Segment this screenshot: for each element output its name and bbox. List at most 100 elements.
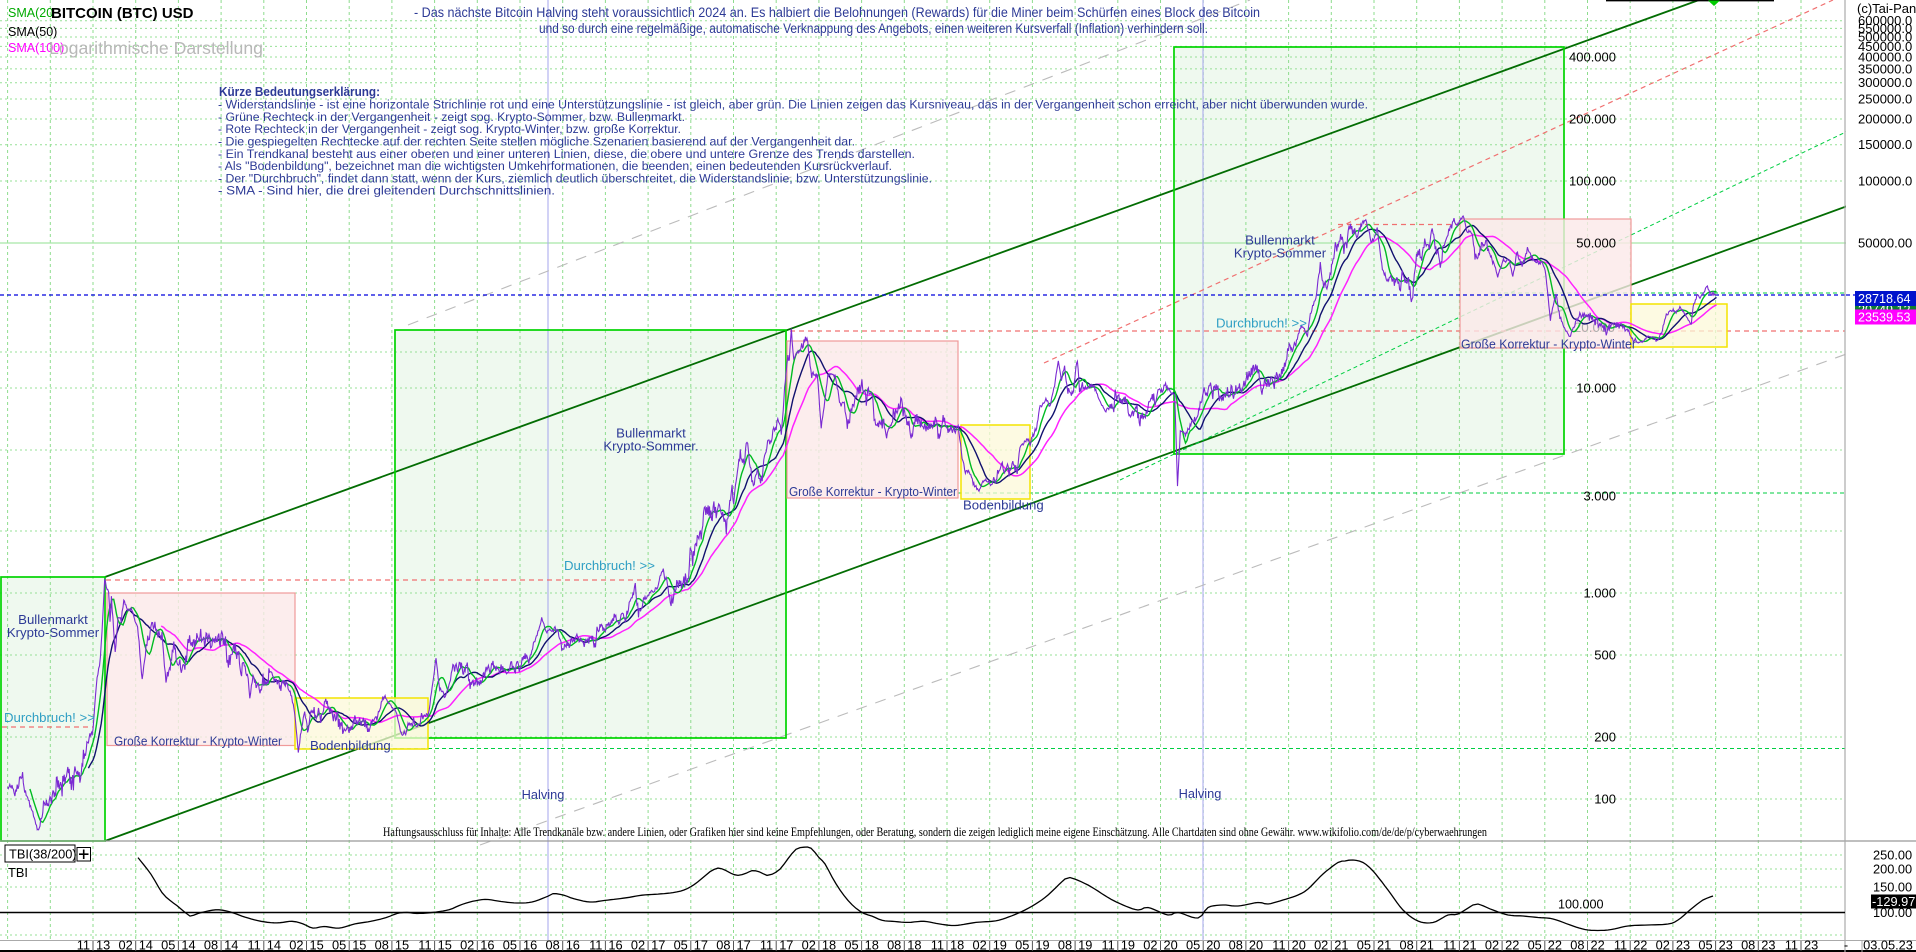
svg-text:- Widerstandslinie - ist eine: - Widerstandslinie - ist eine horizontal…	[218, 98, 1368, 112]
svg-text:600000.0: 600000.0	[1858, 13, 1912, 28]
svg-text:- Die gespiegelten Rechtecke a: - Die gespiegelten Rechtecke auf der rec…	[218, 135, 855, 149]
svg-text:- Rote Rechteck in der Vergang: - Rote Rechteck in der Vergangenheit - z…	[218, 122, 681, 136]
svg-text:100.00: 100.00	[1873, 905, 1912, 920]
svg-text:100000.0: 100000.0	[1858, 174, 1912, 189]
svg-text:500000.0: 500000.0	[1858, 30, 1912, 45]
svg-text:02: 02	[1656, 938, 1670, 952]
svg-text:3.000: 3.000	[1583, 488, 1616, 503]
svg-text:21: 21	[1420, 938, 1434, 952]
svg-text:250.00: 250.00	[1873, 848, 1912, 863]
svg-text:Halving: Halving	[522, 787, 565, 802]
svg-text:21: 21	[1334, 938, 1348, 952]
svg-text:05: 05	[674, 938, 688, 952]
svg-text:15: 15	[395, 938, 409, 952]
svg-text:08: 08	[204, 938, 218, 952]
svg-text:18: 18	[865, 938, 879, 952]
svg-text:- SMA - Sind hier, die drei gl: - SMA - Sind hier, die drei gleitenden D…	[218, 184, 555, 198]
svg-text:200.00: 200.00	[1873, 862, 1912, 877]
svg-text:16: 16	[523, 938, 537, 952]
svg-text:02: 02	[631, 938, 645, 952]
svg-text:16: 16	[566, 938, 580, 952]
svg-text:05: 05	[1698, 938, 1712, 952]
svg-text:05: 05	[844, 938, 858, 952]
svg-text:10.000: 10.000	[1576, 381, 1616, 396]
svg-text:05: 05	[1186, 938, 1200, 952]
svg-text:23: 23	[1761, 938, 1775, 952]
svg-text:Durchbruch! >>: Durchbruch! >>	[4, 710, 95, 725]
svg-text:- Der "Durchbruch", findet dan: - Der "Durchbruch", findet dann statt, w…	[218, 171, 932, 185]
svg-text:02: 02	[1143, 938, 1157, 952]
svg-text:14: 14	[181, 938, 195, 952]
svg-text:Kürze Bedeutungserklärung:: Kürze Bedeutungserklärung:	[219, 84, 380, 99]
svg-text:SMA(100): SMA(100)	[8, 41, 64, 55]
svg-text:50.000: 50.000	[1576, 236, 1616, 251]
svg-text:02: 02	[1314, 938, 1328, 952]
svg-text:17: 17	[651, 938, 665, 952]
svg-text:03.05.23: 03.05.23	[1863, 938, 1913, 952]
svg-text:19: 19	[1035, 938, 1049, 952]
svg-text:TBI(38/200): TBI(38/200)	[9, 847, 77, 862]
svg-text:02: 02	[972, 938, 986, 952]
svg-text:Krypto-Sommer: Krypto-Sommer	[7, 625, 100, 640]
svg-text:Bullenmarkt: Bullenmarkt	[1245, 233, 1315, 248]
svg-text:18: 18	[950, 938, 964, 952]
svg-text:100: 100	[1594, 792, 1616, 807]
svg-text:250000.0: 250000.0	[1858, 92, 1912, 107]
svg-text:100.000: 100.000	[1558, 898, 1604, 912]
svg-text:11: 11	[1102, 938, 1115, 952]
svg-text:05: 05	[1528, 938, 1542, 952]
svg-text:08: 08	[375, 938, 389, 952]
svg-text:18: 18	[907, 938, 921, 952]
svg-text:BITCOIN (BTC) USD: BITCOIN (BTC) USD	[51, 5, 194, 22]
svg-text:08: 08	[887, 938, 901, 952]
svg-text:1.000: 1.000	[1583, 586, 1616, 601]
svg-text:TBI: TBI	[8, 865, 28, 880]
svg-text:02: 02	[802, 938, 816, 952]
svg-text:17: 17	[694, 938, 708, 952]
svg-text:Logarithmische Darstellung: Logarithmische Darstellung	[49, 38, 263, 58]
svg-text:02: 02	[1485, 938, 1499, 952]
svg-text:05: 05	[332, 938, 346, 952]
svg-text:08: 08	[545, 938, 559, 952]
svg-text:02: 02	[118, 938, 132, 952]
svg-text:150000.0: 150000.0	[1858, 137, 1912, 152]
svg-text:19: 19	[1121, 938, 1135, 952]
svg-text:400.000: 400.000	[1569, 50, 1616, 65]
svg-text:- Als "Bodenbildung", bezeichn: - Als "Bodenbildung", bezeichnet man die…	[218, 159, 892, 173]
svg-text:Durchbruch! >>: Durchbruch! >>	[564, 558, 655, 573]
svg-text:20: 20	[1249, 938, 1263, 952]
svg-text:14: 14	[139, 938, 153, 952]
svg-text:23: 23	[1804, 938, 1818, 952]
svg-text:19: 19	[1078, 938, 1092, 952]
svg-text:02: 02	[460, 938, 474, 952]
svg-text:- Grüne Rechteck in der Vergan: - Grüne Rechteck in der Vergangenheit - …	[218, 110, 685, 124]
svg-text:100.000: 100.000	[1569, 174, 1616, 189]
svg-text:-129.97: -129.97	[1872, 894, 1915, 909]
svg-text:200: 200	[1594, 730, 1616, 745]
svg-text:500: 500	[1594, 648, 1616, 663]
svg-text:300000.0: 300000.0	[1858, 75, 1912, 90]
svg-text:Krypto-Sommer: Krypto-Sommer	[1234, 246, 1327, 261]
svg-text:Haftungsausschluss für Inhalte: Haftungsausschluss für Inhalte: Alle Tre…	[383, 825, 1487, 839]
svg-text:und so durch eine regelmäßige,: und so durch eine regelmäßige, automatis…	[539, 21, 1208, 36]
svg-text:50000.00: 50000.00	[1858, 236, 1912, 251]
svg-text:11: 11	[77, 938, 90, 952]
svg-text:05: 05	[161, 938, 175, 952]
svg-text:450000.0: 450000.0	[1858, 39, 1912, 54]
svg-text:15: 15	[438, 938, 452, 952]
svg-text:Bodenbildung: Bodenbildung	[310, 738, 391, 753]
svg-text:11: 11	[1443, 938, 1456, 952]
svg-text:200000.0: 200000.0	[1858, 112, 1912, 127]
svg-text:21: 21	[1377, 938, 1391, 952]
svg-text:23: 23	[1676, 938, 1690, 952]
svg-text:Große Korrektur - Krypto-Winte: Große Korrektur - Krypto-Winter	[789, 484, 958, 499]
svg-text:Halving: Halving	[1179, 786, 1222, 801]
svg-text:Durchbruch! >>: Durchbruch! >>	[1216, 316, 1307, 331]
svg-text:SMA(50): SMA(50)	[8, 25, 57, 39]
svg-text:20: 20	[1164, 938, 1178, 952]
svg-text:11: 11	[760, 938, 773, 952]
svg-text:Krypto-Sommer.: Krypto-Sommer.	[603, 439, 698, 454]
svg-text:17: 17	[779, 938, 793, 952]
svg-text:19: 19	[993, 938, 1007, 952]
svg-text:28718.64: 28718.64	[1858, 292, 1911, 306]
